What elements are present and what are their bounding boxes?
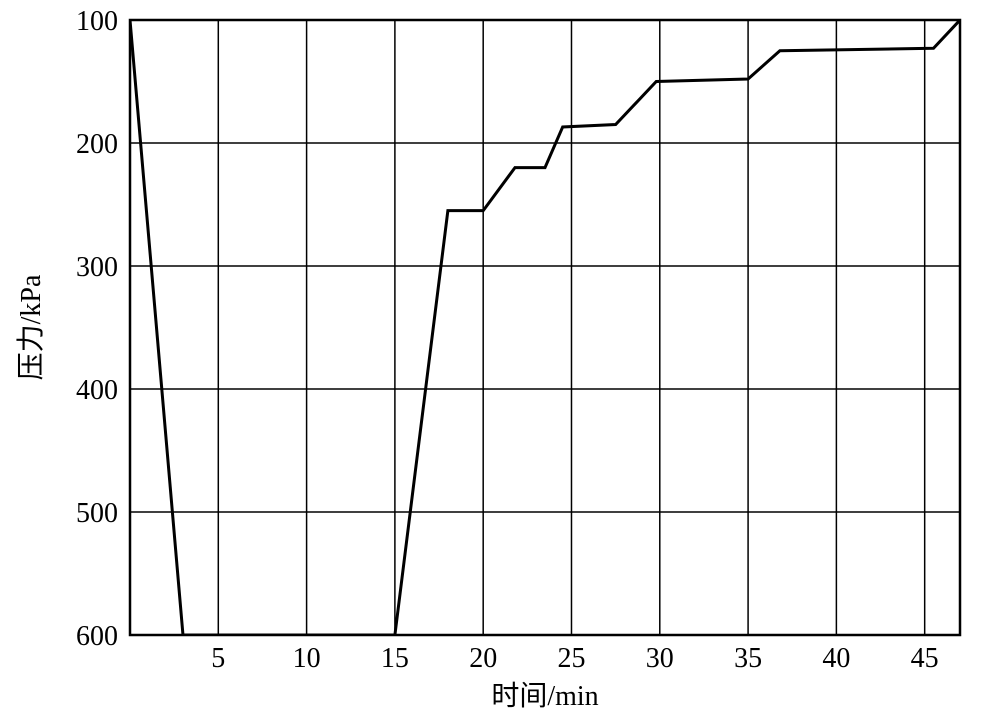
y-tick-label: 600 [76,621,118,652]
x-tick-label: 5 [211,643,225,674]
chart-svg: 5 10 15 20 25 30 35 40 45 100 200 300 400 500 600 时间/mi… [0,0,987,714]
x-axis-label: 时间/min [491,680,598,712]
x-tick-label: 25 [557,643,585,674]
x-tick-label: 45 [911,643,939,674]
x-tick-label: 40 [822,643,850,674]
y-tick-label: 500 [76,498,118,529]
y-tick-label: 100 [76,6,118,37]
x-tick-label: 20 [469,643,497,674]
y-tick-label: 400 [76,375,118,406]
x-tick-label: 30 [646,643,674,674]
y-tick-label: 300 [76,252,118,283]
y-tick-label: 200 [76,129,118,160]
x-tick-label: 35 [734,643,762,674]
pressure-time-chart: 5 10 15 20 25 30 35 40 45 100 200 300 400 500 600 时间/mi… [0,0,987,714]
y-axis-label: 压力/kPa [15,274,47,380]
x-tick-label: 10 [293,643,321,674]
x-tick-label: 15 [381,643,409,674]
